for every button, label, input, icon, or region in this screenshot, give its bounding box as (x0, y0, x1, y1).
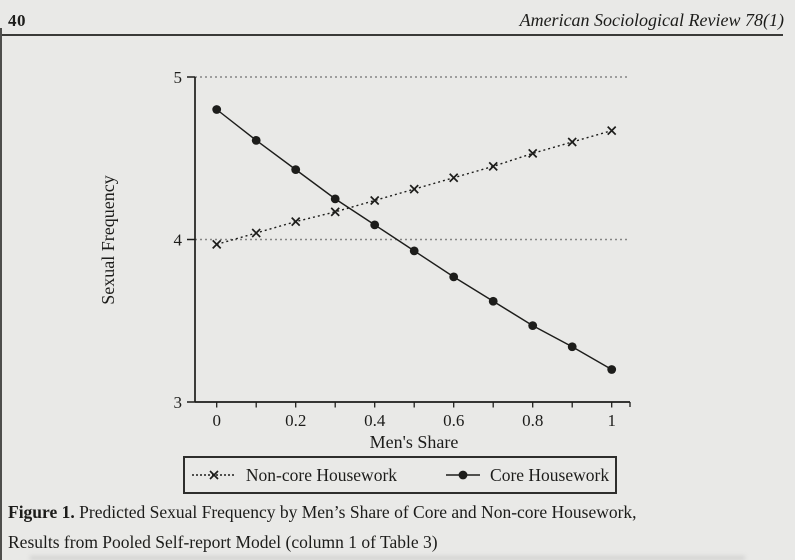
data-point-core-housework (330, 194, 340, 204)
figure-caption-text-line2: Results from Pooled Self-report Model (c… (8, 532, 438, 552)
scan-edge-artifact (0, 28, 2, 560)
data-point-core-housework (488, 296, 498, 306)
data-point-non-core-housework (528, 148, 538, 158)
header-rule (2, 34, 783, 36)
figure-caption: Figure 1. Predicted Sexual Frequency by … (8, 497, 790, 557)
data-point-non-core-housework (251, 228, 261, 238)
data-point-non-core-housework (330, 207, 340, 217)
data-point-non-core-housework (409, 184, 419, 194)
legend-entry-core: Core Housework (445, 465, 609, 486)
data-point-core-housework (449, 272, 459, 282)
data-point-core-housework (607, 365, 617, 374)
legend-label-noncore: Non-core Housework (245, 464, 398, 485)
journal-title: American Sociological Review 78(1) (519, 10, 784, 30)
data-point-core-housework (370, 220, 380, 230)
scan-smudge-artifact (30, 556, 745, 560)
data-point-core-housework (251, 135, 261, 145)
page-number: 40 (8, 11, 26, 30)
legend-entry-noncore: Non-core Housework (191, 465, 397, 486)
core-solid-circle-marker-icon (446, 470, 481, 480)
x-axis-title: Men's Share (370, 432, 459, 452)
noncore-dotted-x-marker-icon (191, 470, 236, 480)
data-point-non-core-housework (488, 161, 498, 171)
data-point-non-core-housework (291, 217, 301, 227)
x-tick-label: 0.8 (522, 411, 543, 430)
figure-caption-label: Figure 1. (8, 502, 75, 522)
data-point-non-core-housework (607, 126, 617, 136)
x-tick-label: 0.4 (364, 411, 386, 430)
data-point-non-core-housework (212, 239, 222, 249)
data-point-non-core-housework (449, 173, 459, 183)
data-point-core-housework (528, 321, 538, 331)
x-tick-label: 0.2 (285, 411, 306, 430)
x-tick-label: 1 (607, 411, 616, 430)
x-tick-label: 0.6 (443, 411, 464, 430)
data-point-core-housework (291, 165, 301, 175)
y-axis-title: Sexual Frequency (98, 175, 118, 304)
legend-label-core: Core Housework (490, 464, 610, 485)
series-line-non-core-housework (216, 129, 612, 246)
chart-legend: Non-core Housework Core Housework (183, 456, 617, 494)
data-point-non-core-housework (370, 195, 380, 206)
y-tick-label: 3 (174, 393, 183, 412)
y-tick-label: 5 (174, 68, 183, 87)
data-point-core-housework (567, 342, 577, 352)
data-point-non-core-housework (567, 137, 577, 147)
x-tick-label: 0 (212, 411, 221, 430)
data-point-core-housework (409, 246, 419, 256)
data-point-core-housework (212, 105, 222, 114)
y-tick-label: 4 (174, 231, 183, 250)
figure-caption-text-line1: Predicted Sexual Frequency by Men’s Shar… (79, 502, 637, 522)
